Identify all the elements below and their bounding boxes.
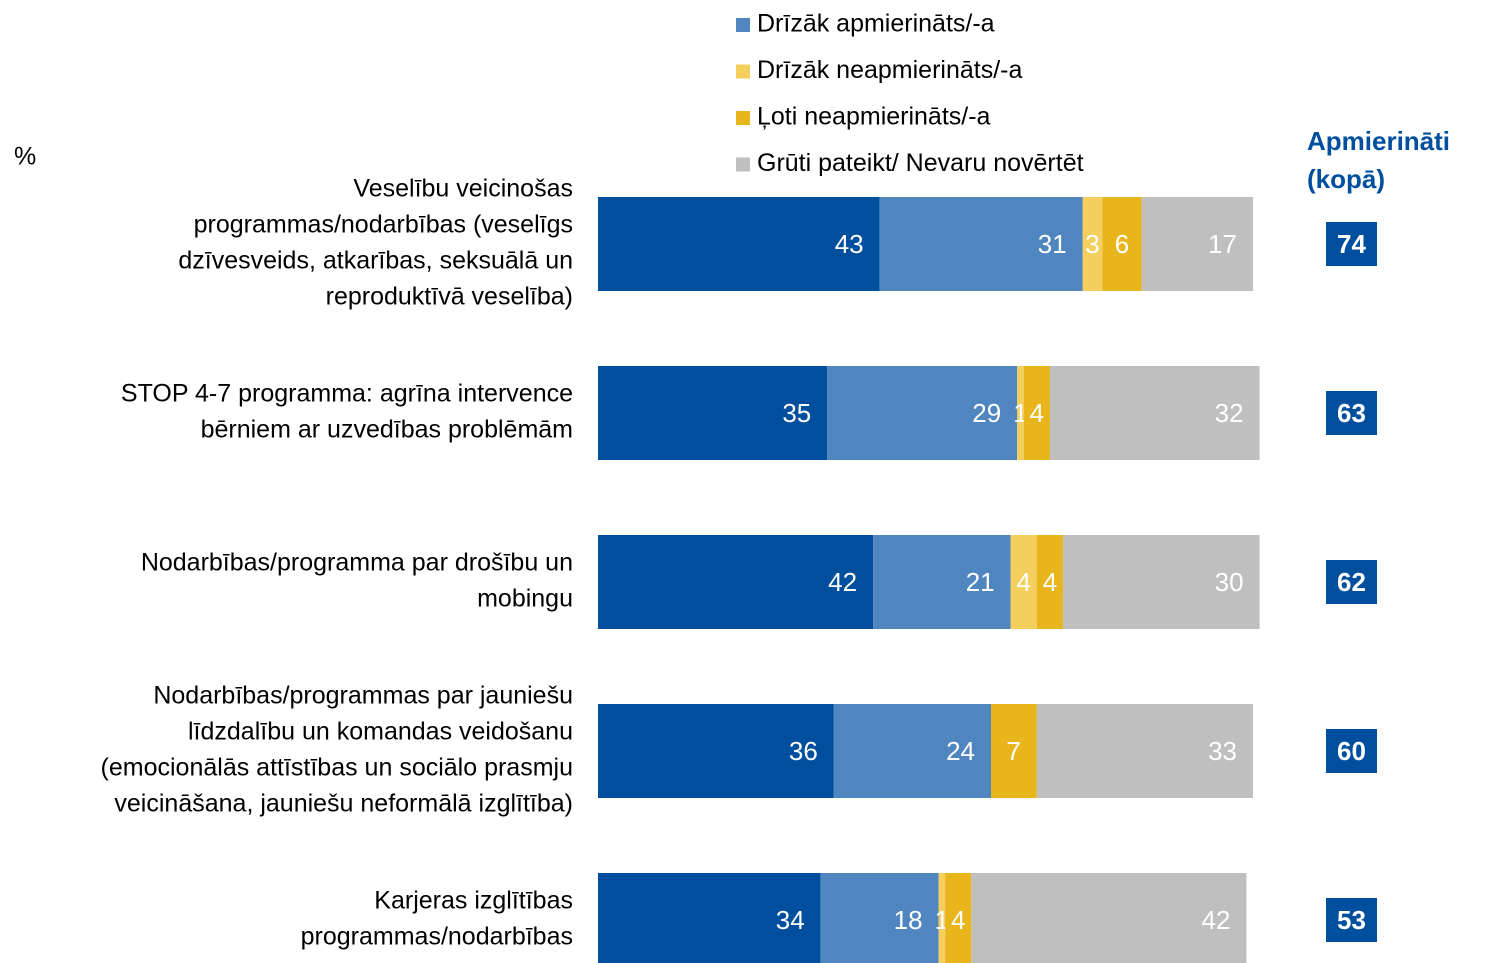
bar-segment bbox=[1036, 704, 1253, 798]
bar-segment bbox=[1023, 366, 1050, 460]
bar-segment bbox=[598, 873, 821, 963]
legend-label: Ļoti neapmierināts/-a bbox=[757, 103, 991, 131]
total-box bbox=[1326, 729, 1377, 773]
value-label: 3 bbox=[1085, 229, 1099, 259]
value-label: 42 bbox=[1202, 905, 1231, 935]
value-label: 4 bbox=[1017, 567, 1031, 597]
category-label: Karjeras izglītības bbox=[374, 887, 573, 915]
total-label: 60 bbox=[1337, 736, 1366, 766]
legend-swatch bbox=[736, 18, 750, 32]
value-label: 32 bbox=[1215, 398, 1244, 428]
value-label: 42 bbox=[828, 567, 857, 597]
value-label: 33 bbox=[1208, 736, 1237, 766]
value-label: 7 bbox=[1006, 736, 1020, 766]
bar-segment bbox=[598, 366, 828, 460]
totals-title: (kopā) bbox=[1307, 164, 1385, 194]
value-label: 36 bbox=[789, 736, 818, 766]
value-label: 4 bbox=[951, 905, 965, 935]
legend-swatch bbox=[736, 64, 750, 79]
bar-segment bbox=[1082, 197, 1103, 291]
category-label: līdzdalību un komandas veidošanu bbox=[188, 718, 573, 746]
total-box bbox=[1326, 222, 1377, 266]
value-label: 17 bbox=[1208, 229, 1237, 259]
legend-swatch bbox=[736, 111, 750, 125]
legend-label: Grūti pateikt/ Nevaru novērtēt bbox=[757, 149, 1084, 177]
value-label: 4 bbox=[1043, 567, 1057, 597]
bar-segment bbox=[971, 873, 1247, 963]
category-label: mobingu bbox=[477, 585, 573, 613]
value-label: 31 bbox=[1038, 229, 1067, 259]
category-label: STOP 4-7 programma: agrīna intervence bbox=[121, 380, 573, 408]
total-label: 63 bbox=[1337, 398, 1366, 428]
legend-label: Drīzāk apmierināts/-a bbox=[757, 10, 995, 38]
category-label: programmas/nodarbības bbox=[301, 923, 573, 951]
value-label: 21 bbox=[966, 567, 995, 597]
category-label: reproduktīvā veselība) bbox=[326, 283, 573, 311]
bar-segment bbox=[1049, 366, 1260, 460]
bar-segment bbox=[827, 366, 1018, 460]
value-label: 34 bbox=[776, 905, 805, 935]
bar-segment bbox=[991, 704, 1037, 798]
bar-segment bbox=[1141, 197, 1253, 291]
value-label: 29 bbox=[972, 398, 1001, 428]
category-label: Nodarbības/programmas par jauniešu bbox=[153, 682, 573, 710]
bar-segment bbox=[833, 704, 991, 798]
value-label: 30 bbox=[1215, 567, 1244, 597]
total-label: 74 bbox=[1337, 229, 1366, 259]
category-label: Veselību veicinošas bbox=[353, 175, 573, 203]
category-label: dzīvesveids, atkarības, seksuālā un bbox=[178, 247, 573, 275]
value-label: 6 bbox=[1115, 229, 1129, 259]
bar-segment bbox=[598, 704, 834, 798]
total-box bbox=[1326, 560, 1377, 604]
bar-segment bbox=[1102, 197, 1142, 291]
total-box bbox=[1326, 898, 1377, 942]
value-label: 18 bbox=[894, 905, 923, 935]
total-box bbox=[1326, 391, 1377, 435]
category-label: (emocionālās attīstības un sociālo prasm… bbox=[101, 754, 573, 782]
unit-label: % bbox=[14, 143, 36, 171]
bar-segment bbox=[1017, 366, 1024, 460]
value-label: 43 bbox=[835, 229, 864, 259]
legend-label: Drīzāk neapmierināts/-a bbox=[757, 56, 1022, 84]
bar-segment bbox=[598, 535, 874, 629]
bar-segment bbox=[1010, 535, 1037, 629]
total-label: 62 bbox=[1337, 567, 1366, 597]
totals-title: Apmierināti bbox=[1307, 126, 1450, 156]
category-label: bērniem ar uzvedības problēmām bbox=[201, 416, 573, 444]
bar-segment bbox=[1036, 535, 1064, 629]
total-label: 53 bbox=[1337, 905, 1366, 935]
bar-segment bbox=[938, 873, 946, 963]
category-label: programmas/nodarbības (veselīgs bbox=[194, 211, 573, 239]
value-label: 35 bbox=[782, 398, 811, 428]
bar-segment bbox=[879, 197, 1083, 291]
category-label: Nodarbības/programma par drošību un bbox=[141, 549, 573, 577]
bar-segment bbox=[1063, 535, 1260, 629]
bar-segment bbox=[945, 873, 972, 963]
bar-segment bbox=[873, 535, 1011, 629]
bar-segment bbox=[820, 873, 939, 963]
value-label: 24 bbox=[946, 736, 975, 766]
category-label: veicināšana, jauniešu neformālā izglītīb… bbox=[114, 790, 573, 818]
bar-segment bbox=[598, 197, 880, 291]
legend-swatch bbox=[736, 157, 750, 172]
value-label: 4 bbox=[1030, 398, 1044, 428]
